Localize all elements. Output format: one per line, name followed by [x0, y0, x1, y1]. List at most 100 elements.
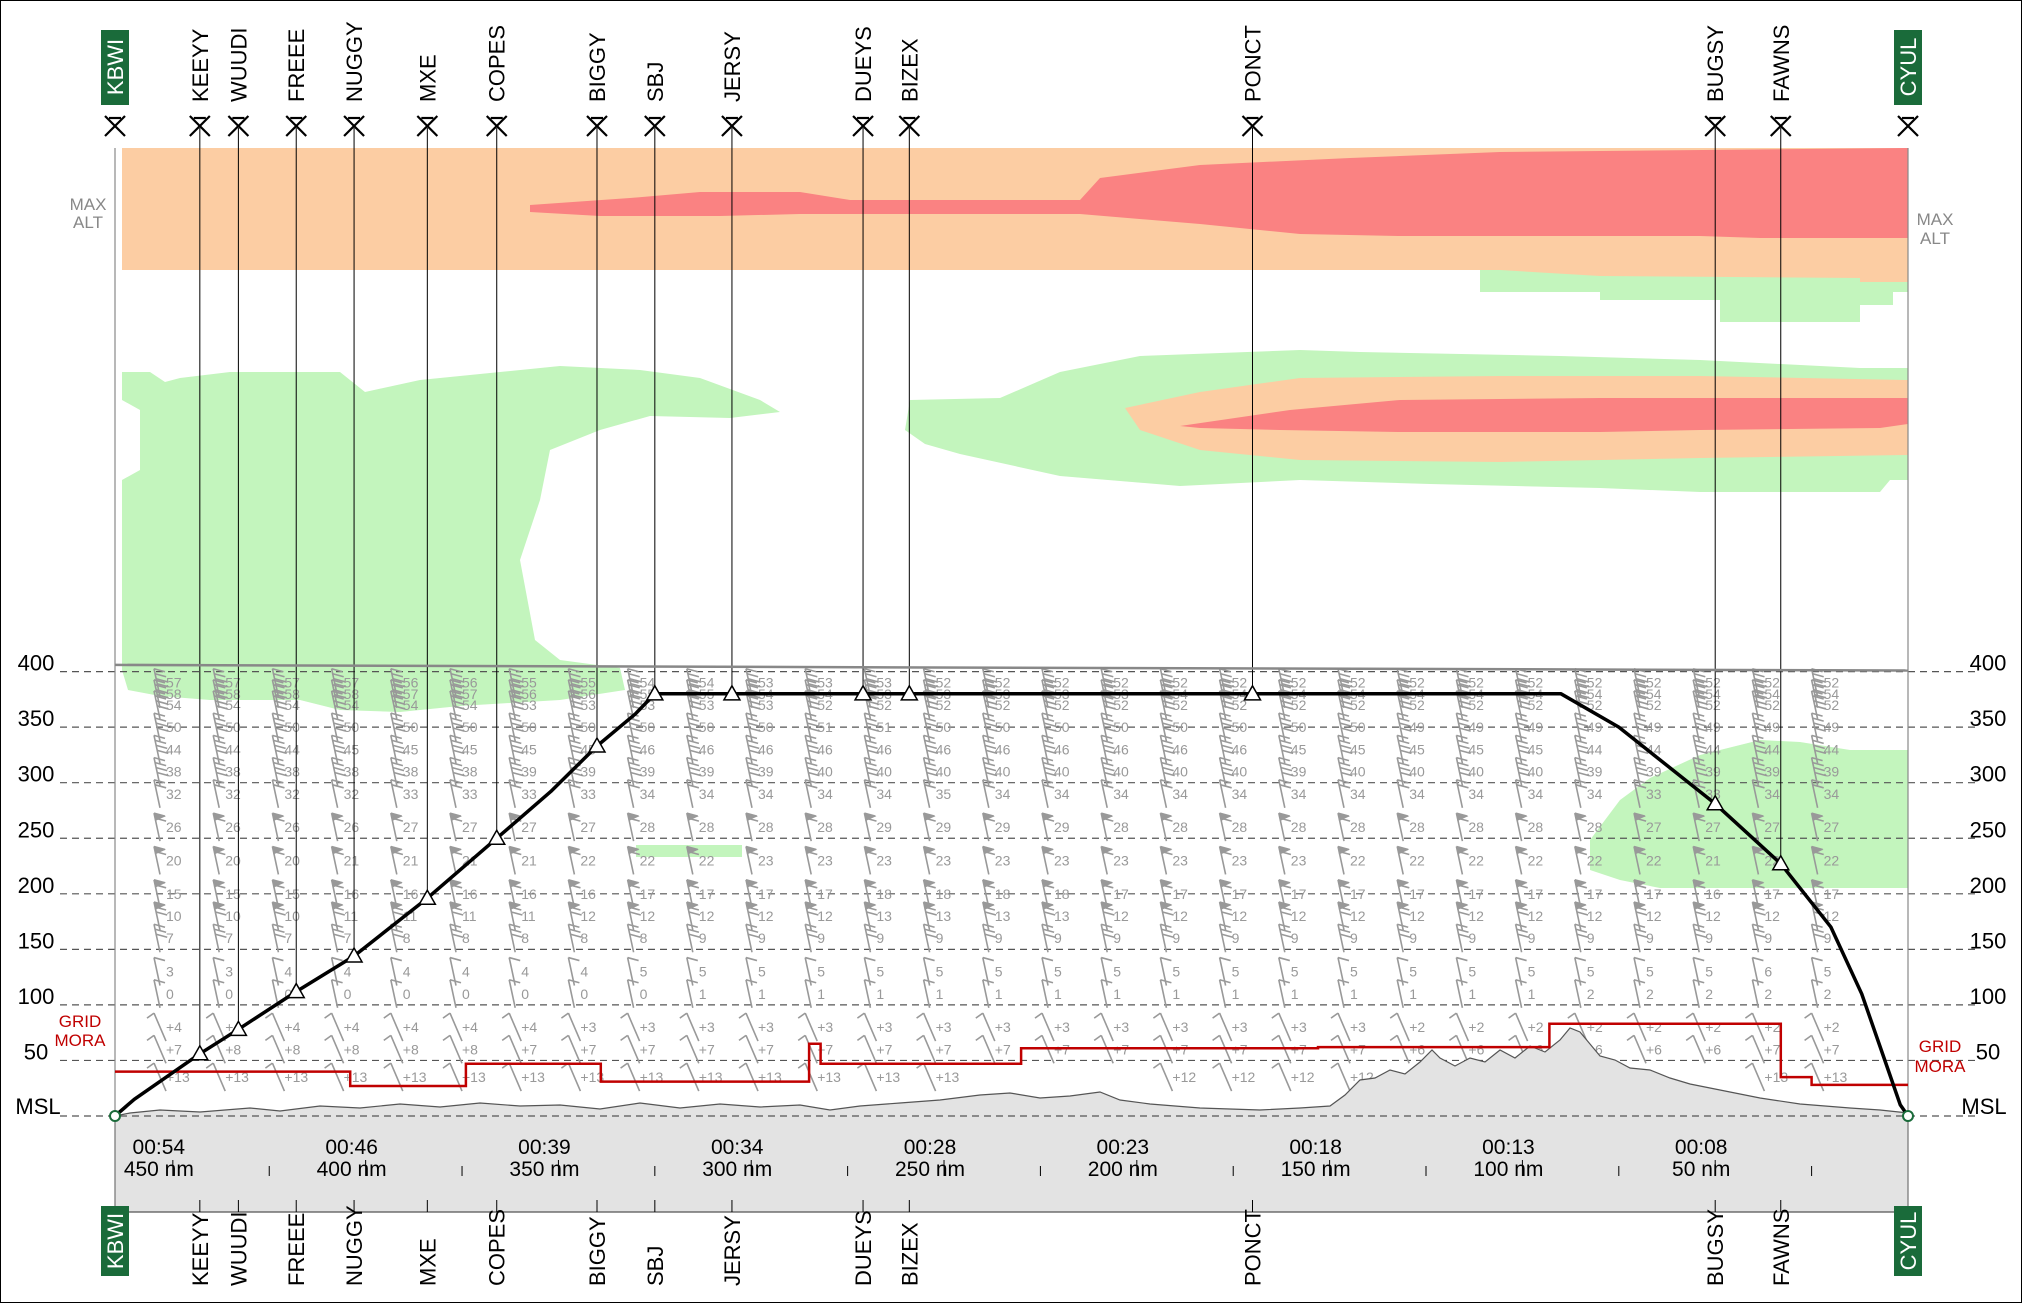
wind-temp: 22 [1824, 852, 1840, 868]
wind-temp: +3 [1350, 1019, 1366, 1035]
wind-temp: 28 [1528, 819, 1544, 835]
wind-barb: 7 [153, 923, 174, 953]
wind-temp: 12 [1172, 908, 1188, 924]
wind-temp: 46 [1232, 741, 1248, 757]
wind-barb: 8 [567, 923, 588, 953]
wind-barb: 12 [1514, 901, 1543, 931]
wind-barb: 33 [508, 779, 537, 808]
altitude-label-right: 350 [1970, 706, 2007, 731]
wind-barb: +3 [1212, 1012, 1248, 1042]
fix-symbol-icon [343, 115, 365, 137]
wind-barb: 33 [390, 779, 419, 808]
waypoint-name-top: KEEYY [188, 28, 213, 102]
wind-barb: 23 [1159, 845, 1188, 875]
wind-temp: 23 [1291, 852, 1307, 868]
wind-barb: +3 [1093, 1012, 1129, 1042]
wind-barb: 8 [449, 923, 470, 953]
wind-temp: 39 [580, 764, 596, 780]
wind-temp: 46 [640, 741, 656, 757]
wind-temp: +7 [1764, 1041, 1780, 1057]
wind-temp: 23 [1113, 852, 1129, 868]
wind-barb: 45 [1278, 734, 1307, 764]
wind-temp: +13 [936, 1069, 960, 1085]
wind-barb: 28 [1574, 812, 1603, 842]
wind-barb: 34 [1159, 779, 1188, 808]
wind-temp: 9 [1468, 930, 1476, 946]
wind-barb: 12 [1692, 901, 1721, 931]
distance-label: 200 nm [1088, 1158, 1158, 1181]
wind-barb: 28 [686, 812, 715, 842]
wind-barb: 44 [1574, 734, 1603, 764]
wind-temp: 46 [1172, 741, 1188, 757]
waypoint-marker [722, 684, 742, 701]
wind-temp: 0 [166, 986, 174, 1002]
wind-temp: 51 [817, 719, 833, 735]
distance-label: 400 nm [317, 1158, 387, 1181]
wind-temp: 9 [817, 930, 825, 946]
altitude-label-right: 250 [1970, 817, 2007, 842]
wind-temp: 17 [699, 886, 715, 902]
wind-temp: 12 [1705, 908, 1721, 924]
wind-temp: 32 [344, 786, 360, 802]
wind-barb: 9 [1514, 923, 1536, 953]
wind-temp: 12 [1646, 908, 1662, 924]
wind-temp: 50 [344, 719, 360, 735]
wind-temp: +8 [462, 1041, 478, 1057]
wind-temp: 0 [284, 986, 292, 1002]
waypoint-name-top: NUGGY [342, 21, 367, 102]
wind-temp: +3 [995, 1019, 1011, 1035]
wind-temp: 22 [1350, 852, 1366, 868]
altitude-label-right: 50 [1976, 1039, 2000, 1064]
wind-temp: 28 [1172, 819, 1188, 835]
wind-barb: +3 [1034, 1012, 1070, 1042]
waypoint-marker [229, 1019, 248, 1037]
wind-temp: 0 [580, 986, 588, 1002]
wind-temp: 45 [344, 741, 360, 757]
wind-temp: 9 [1054, 930, 1062, 946]
wind-temp: 40 [1054, 764, 1070, 780]
wind-temp: 57 [403, 686, 419, 702]
wind-temp: 9 [1172, 930, 1180, 946]
wind-temp: 57 [344, 675, 360, 691]
wind-temp: +13 [521, 1069, 545, 1085]
wind-temp: 9 [1646, 930, 1654, 946]
wind-temp: 4 [344, 964, 352, 980]
wind-barb: 2 [1810, 979, 1832, 1008]
wind-barb: +2 [1804, 1012, 1840, 1042]
wind-temp: 40 [1232, 764, 1248, 780]
wind-temp: 54 [1824, 686, 1840, 702]
wind-temp: 12 [1764, 908, 1780, 924]
wind-temp: 9 [876, 930, 884, 946]
wind-temp: 9 [1409, 930, 1417, 946]
wind-temp: 2 [1824, 986, 1832, 1002]
wind-barb: 39 [745, 756, 774, 786]
wind-temp: 49 [1705, 719, 1721, 735]
wind-temp: 11 [462, 908, 477, 924]
severe-turbulence-area [530, 148, 1908, 432]
wind-temp: 23 [1054, 852, 1070, 868]
wind-barb: 8 [508, 923, 529, 953]
fix-symbol-icon [898, 115, 921, 137]
wind-barb: +3 [1271, 1012, 1307, 1042]
wind-barb: 29 [982, 812, 1011, 842]
wind-temp: 54 [344, 697, 360, 713]
wind-temp: 6 [1764, 964, 1772, 980]
wind-barb: 0 [508, 979, 529, 1008]
wind-barb: 1 [1218, 979, 1240, 1008]
wind-temp: 45 [1350, 741, 1366, 757]
wind-temp: 50 [1113, 719, 1129, 735]
wind-temp: 2 [1646, 986, 1654, 1002]
wind-temp: 52 [1528, 675, 1544, 691]
wind-barb: 0 [626, 979, 648, 1008]
wind-barb: 45 [1514, 734, 1543, 764]
wind-temp: 58 [166, 686, 182, 702]
wind-barb: 44 [1692, 734, 1721, 764]
wind-barb: 34 [982, 779, 1011, 808]
distance-label: 450 nm [124, 1158, 194, 1181]
wind-temp: +6 [1468, 1041, 1484, 1057]
wind-temp: 22 [1646, 852, 1662, 868]
wind-temp: 46 [876, 741, 892, 757]
fix-symbol-icon [416, 115, 439, 137]
airport-name-bottom: KBWI [103, 1213, 128, 1269]
